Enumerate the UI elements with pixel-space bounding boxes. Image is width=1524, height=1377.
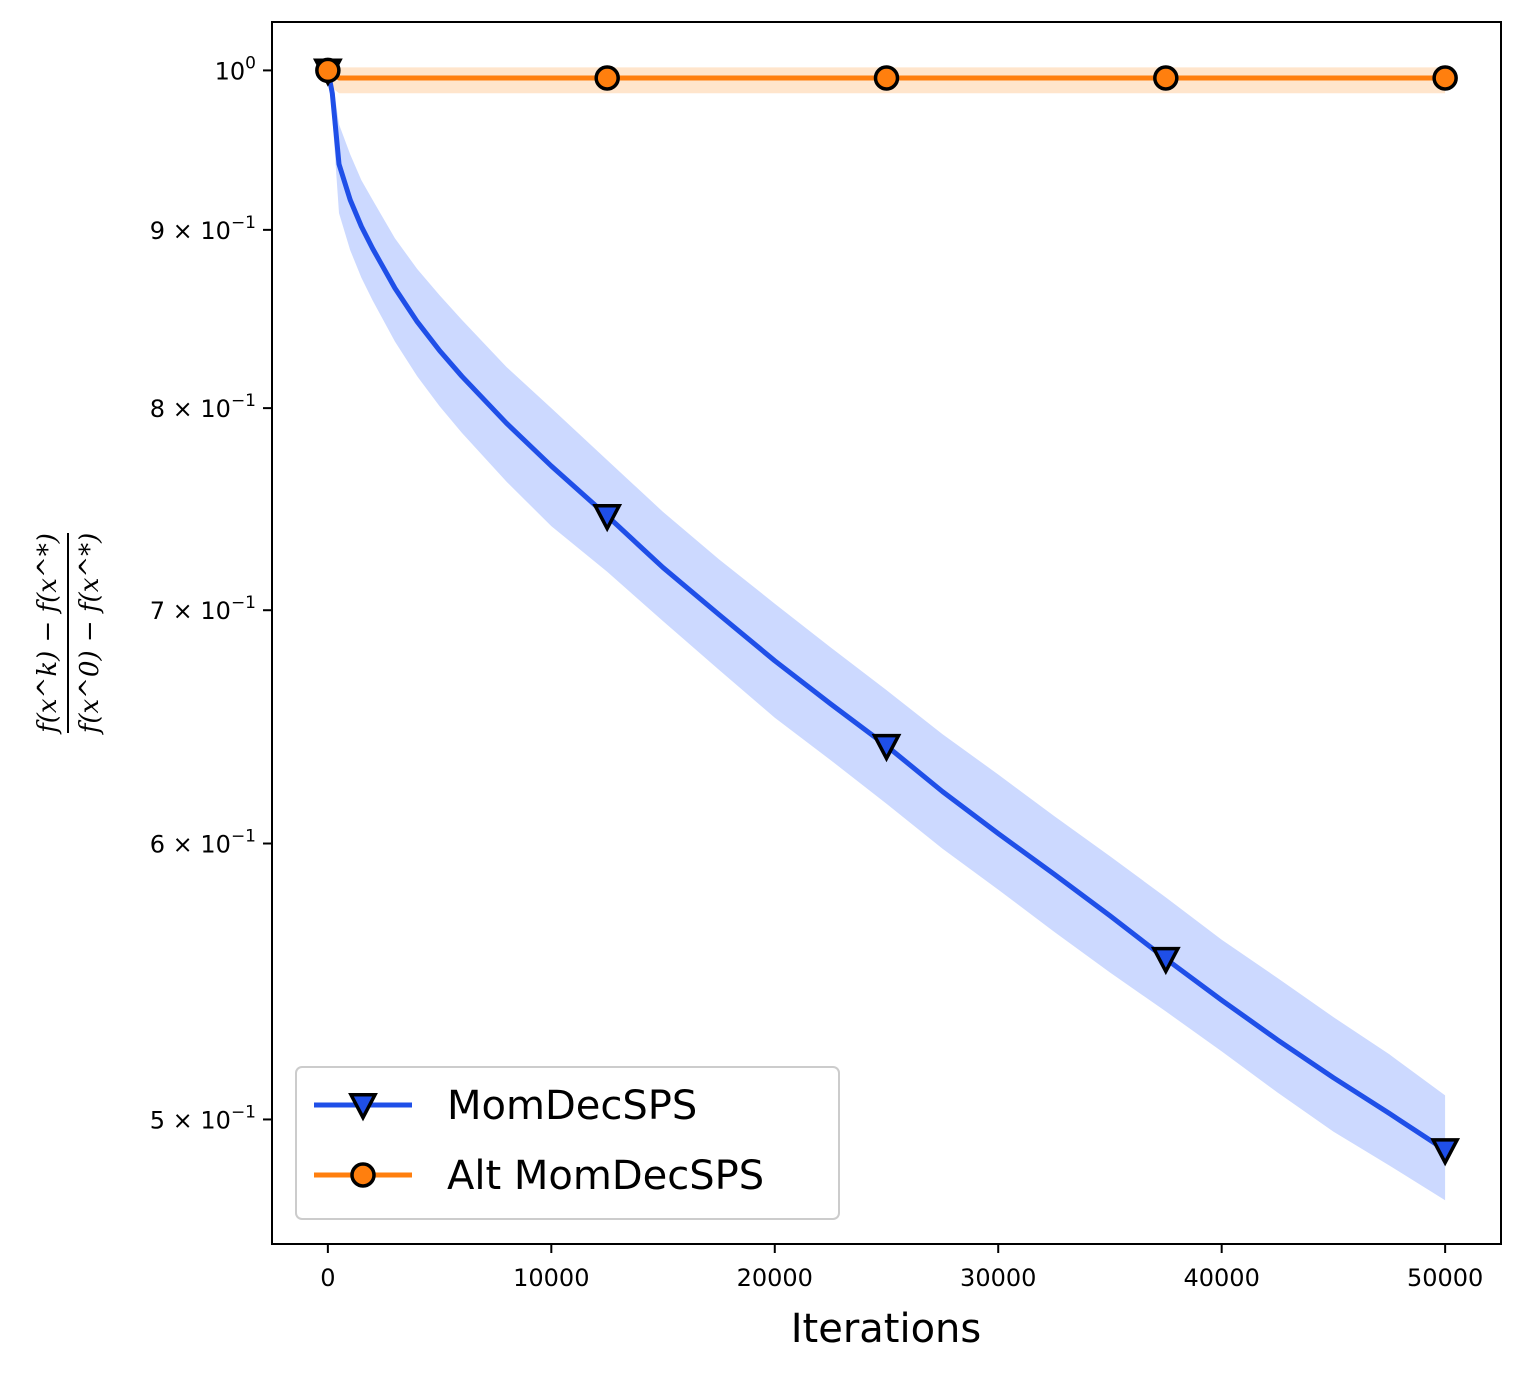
series-1-marker	[1432, 65, 1458, 91]
legend: MomDecSPS Alt MomDecSPS	[295, 1066, 840, 1220]
y-axis-title-numerator: f(x^k) − f(x^*)	[33, 533, 63, 735]
x-tick-label: 0	[320, 1264, 335, 1292]
legend-label: MomDecSPS	[447, 1083, 697, 1129]
series-1-marker	[873, 65, 900, 91]
y-tick-label: 5 × 10−1	[150, 1102, 256, 1134]
x-axis: 0 10000 20000 30000 40000 50000	[320, 1244, 1483, 1292]
series-0-marker	[871, 733, 902, 763]
legend-swatch-marker	[348, 1093, 378, 1122]
x-tick-label: 40000	[1184, 1264, 1260, 1292]
series-1-marker	[315, 57, 341, 84]
y-axis: 100 9 × 10−1 8 × 10−1 7 × 10−1 6 × 10−1 5 × 1…	[150, 53, 272, 1134]
series-1-marker	[1153, 65, 1179, 91]
x-tick-label: 30000	[960, 1264, 1036, 1292]
series-0-band	[327, 70, 1446, 1201]
plot-area	[312, 57, 1461, 1201]
series-0-marker	[592, 503, 623, 533]
y-axis-title-denominator: f(x^0) − f(x^*)	[75, 533, 105, 736]
legend-label: Alt MomDecSPS	[447, 1153, 764, 1199]
axes-frame	[271, 21, 1502, 1245]
x-tick-label: 20000	[737, 1264, 813, 1292]
y-tick-label: 9 × 10−1	[150, 213, 256, 245]
x-tick-label: 10000	[513, 1264, 589, 1292]
x-tick-label: 50000	[1407, 1264, 1483, 1292]
y-tick-label: 100	[215, 53, 256, 85]
legend-box	[295, 1066, 840, 1220]
series-0-marker	[1150, 946, 1181, 976]
y-axis-title: f(x^k) − f(x^*) f(x^0) − f(x^*)	[33, 533, 105, 736]
x-axis-title: Iterations	[791, 1306, 982, 1352]
series-0-line	[325, 67, 1448, 1153]
series-0-marker	[1430, 1138, 1461, 1167]
y-tick-label: 7 × 10−1	[150, 593, 256, 625]
y-tick-label: 6 × 10−1	[150, 827, 256, 859]
y-tick-label: 8 × 10−1	[150, 391, 256, 423]
series-1-marker	[594, 65, 620, 91]
legend-swatch-marker	[350, 1162, 376, 1188]
